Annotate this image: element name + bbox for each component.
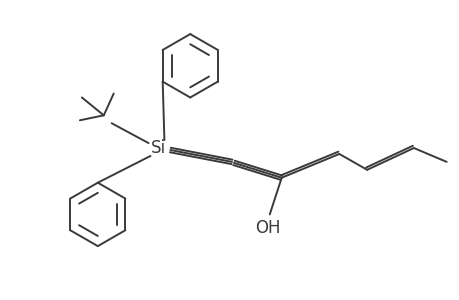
Text: Si: Si	[151, 139, 166, 157]
Text: OH: OH	[254, 219, 280, 237]
